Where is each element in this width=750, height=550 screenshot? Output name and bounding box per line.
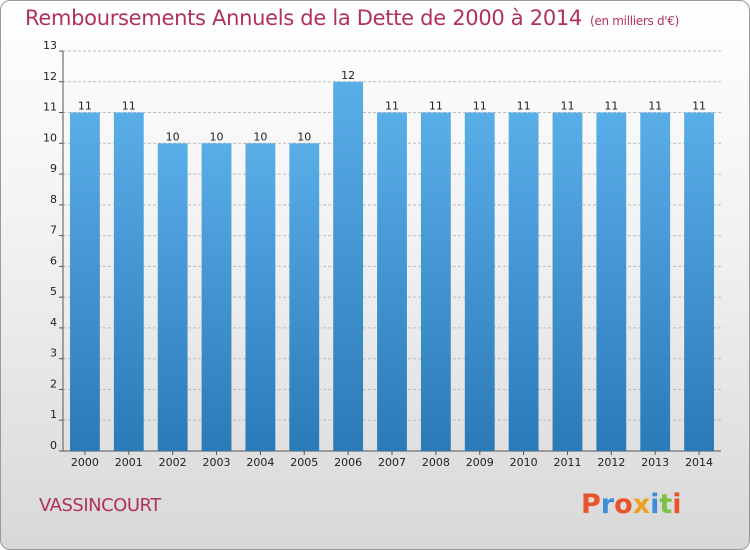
- bar: [113, 112, 144, 452]
- x-tick-label: 2011: [553, 456, 581, 469]
- y-tick-label: 5: [50, 285, 57, 298]
- bar-value-label: 11: [517, 100, 531, 113]
- x-tick-label: 2010: [510, 456, 538, 469]
- y-tick-label: 4: [50, 316, 57, 329]
- bar: [552, 112, 583, 452]
- bar: [464, 112, 495, 452]
- x-tick-label: 2000: [71, 456, 99, 469]
- y-tick-label: 7: [50, 224, 57, 237]
- y-tick-label: 2: [50, 377, 57, 390]
- x-tick-label: 2014: [685, 456, 713, 469]
- bar-value-label: 11: [473, 100, 487, 113]
- y-tick-label: 12: [43, 70, 57, 83]
- logo-letter: o: [614, 489, 633, 520]
- bar-value-label: 11: [385, 100, 399, 113]
- y-tick-label: 11: [43, 101, 57, 114]
- logo-letter: t: [659, 489, 673, 520]
- bar: [420, 112, 451, 452]
- bar: [201, 143, 232, 452]
- chart-title: Remboursements Annuels de la Dette de 20…: [25, 6, 679, 30]
- bar: [684, 112, 714, 452]
- logo-letter: i: [650, 489, 660, 520]
- bar-value-label: 11: [648, 100, 662, 113]
- data-labels: 11 11 10 10 10 10 12 11 11 11 11 11 11 11 11: [78, 69, 706, 144]
- y-tick-label: 1: [50, 408, 57, 421]
- x-tick-label: 2006: [334, 456, 362, 469]
- bar-value-label: 11: [78, 100, 92, 113]
- x-tick-label: 2004: [246, 456, 274, 469]
- bar-value-label: 11: [560, 100, 574, 113]
- x-tick-label: 2012: [597, 456, 625, 469]
- bar-value-label: 10: [166, 130, 180, 143]
- bar: [596, 112, 627, 452]
- x-tick-label: 2002: [159, 456, 187, 469]
- bar: [377, 112, 407, 452]
- x-tick-label: 2005: [290, 456, 318, 469]
- bar: [245, 143, 276, 452]
- bar: [508, 112, 539, 452]
- bar-value-label: 10: [297, 130, 311, 143]
- bar-value-label: 11: [429, 100, 443, 113]
- logo-letter: P: [581, 489, 601, 520]
- logo-letter: x: [632, 489, 651, 520]
- x-tick-label: 2007: [378, 456, 406, 469]
- bar: [70, 112, 100, 452]
- y-tick-label: 8: [50, 193, 57, 206]
- x-tick-label: 2008: [422, 456, 450, 469]
- commune-name: VASSINCOURT: [39, 495, 161, 516]
- bar-value-label: 11: [122, 100, 136, 113]
- bar-value-label: 12: [341, 69, 355, 82]
- bar-value-label: 10: [253, 130, 267, 143]
- x-tick-label: 2009: [466, 456, 494, 469]
- bar-value-label: 11: [604, 100, 618, 113]
- logo-letter: r: [600, 489, 615, 520]
- bar: [289, 143, 320, 452]
- x-tick-label: 2013: [641, 456, 669, 469]
- x-tick-label: 2003: [203, 456, 231, 469]
- y-tick-label: 13: [43, 39, 57, 52]
- bar-value-label: 11: [692, 100, 706, 113]
- proxiti-logo: Proxiti: [581, 489, 682, 520]
- bar: [157, 143, 188, 452]
- y-tick-label: 6: [50, 254, 57, 267]
- bar: [640, 112, 671, 452]
- logo-letter: i: [672, 489, 682, 520]
- y-tick-label: 10: [43, 131, 57, 144]
- chart-title-text: Remboursements Annuels de la Dette de 20…: [25, 6, 582, 30]
- x-tick-label: 2001: [115, 456, 143, 469]
- y-tick-label: 9: [50, 162, 57, 175]
- bars: [70, 81, 714, 452]
- y-tick-label: 0: [50, 439, 57, 452]
- chart-subtitle: (en milliers d'€): [590, 14, 680, 28]
- bar-value-label: 10: [210, 130, 224, 143]
- y-tick-label: 3: [50, 347, 57, 360]
- bar: [333, 81, 364, 452]
